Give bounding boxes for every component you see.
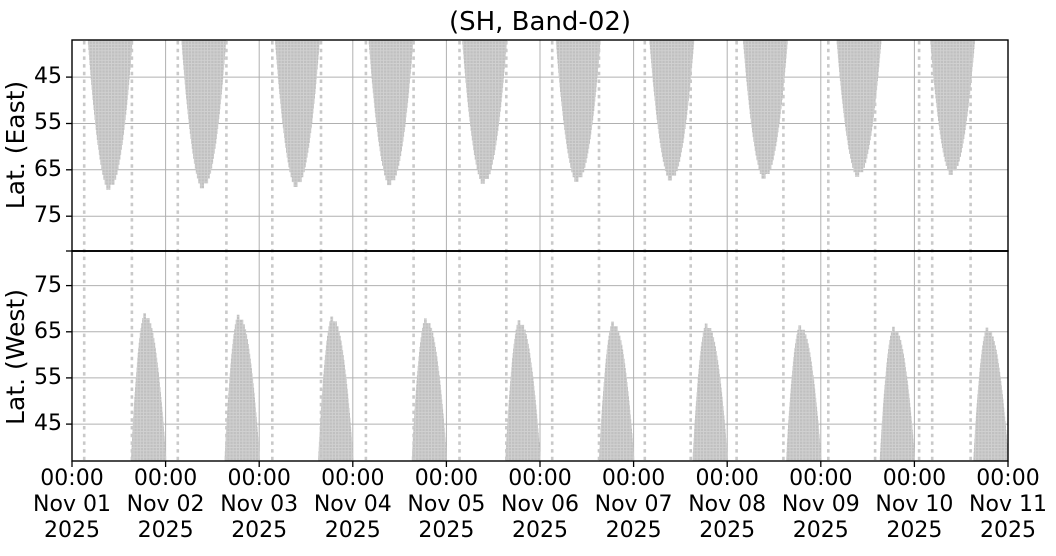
x-tick-label: 00:00 Nov 09 2025 — [781, 466, 860, 543]
x-tick-label: 00:00 Nov 08 2025 — [688, 466, 767, 543]
west-coverage-blobs — [131, 313, 1008, 461]
x-tick-label: 00:00 Nov 11 2025 — [969, 466, 1047, 543]
y-tick-label-east: 45 — [34, 64, 62, 90]
y-axis-label-west: Lat. (West) — [1, 289, 30, 425]
east-blob — [368, 40, 414, 186]
west-blob — [599, 321, 635, 461]
east-blob — [930, 40, 976, 175]
y-tick-label-west: 65 — [34, 318, 62, 344]
west-blob — [224, 314, 261, 461]
east-blob — [743, 40, 788, 179]
tick-marks — [66, 76, 1009, 467]
x-tick-label: 00:00 Nov 05 2025 — [407, 466, 486, 543]
x-tick-label: 00:00 Nov 10 2025 — [875, 466, 954, 543]
east-blob — [87, 40, 133, 190]
east-blob — [181, 40, 227, 189]
west-blob — [131, 313, 167, 461]
y-tick-label-west: 45 — [34, 411, 62, 437]
x-tick-label: 00:00 Nov 03 2025 — [220, 466, 299, 543]
y-tick-label-west: 75 — [34, 272, 62, 298]
x-tick-label: 00:00 Nov 01 2025 — [33, 466, 111, 543]
east-blob — [462, 40, 508, 184]
x-tick-label: 00:00 Nov 06 2025 — [501, 466, 579, 543]
x-tick-label: 00:00 Nov 07 2025 — [594, 466, 673, 543]
x-tick-label: 00:00 Nov 04 2025 — [313, 466, 392, 543]
x-tick-label: 00:00 Nov 02 2025 — [126, 466, 205, 543]
west-blob — [318, 316, 354, 461]
y-tick-label-east: 55 — [34, 110, 62, 136]
y-tick-label-east: 65 — [34, 156, 62, 182]
west-blob — [505, 320, 541, 461]
west-blob — [973, 327, 1008, 461]
west-blob — [879, 326, 916, 461]
y-tick-label-east: 75 — [34, 203, 62, 229]
west-blob — [786, 325, 822, 461]
chart-title: (SH, Band-02) — [448, 7, 632, 37]
west-blob — [411, 318, 448, 461]
east-blob — [836, 40, 882, 177]
east-blob — [555, 40, 601, 182]
east-blob — [275, 40, 320, 187]
west-blob — [692, 323, 729, 461]
east-coverage-blobs — [87, 40, 976, 190]
east-blob — [649, 40, 695, 181]
y-tick-label-west: 55 — [34, 364, 62, 390]
